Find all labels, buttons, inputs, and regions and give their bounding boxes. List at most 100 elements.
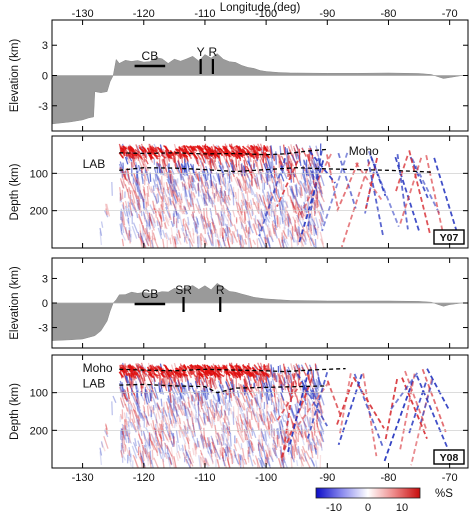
velocity-streak (272, 436, 276, 445)
velocity-streak (148, 451, 151, 459)
velocity-streak (317, 179, 323, 189)
velocity-streak (192, 203, 195, 213)
velocity-streak (247, 387, 253, 396)
velocity-streak (120, 366, 126, 371)
velocity-streak (256, 238, 259, 248)
velocity-streak (280, 395, 286, 406)
velocity-streak (319, 405, 324, 414)
velocity-streak (197, 415, 201, 430)
velocity-streak (257, 457, 263, 468)
velocity-streak (155, 442, 159, 457)
velocity-streak (185, 451, 192, 465)
velocity-streak (173, 187, 180, 197)
velocity-streak (231, 453, 234, 465)
velocity-streak (318, 417, 323, 424)
velocity-streak (140, 235, 146, 247)
velocity-streak (206, 152, 211, 157)
velocity-streak (280, 434, 286, 444)
velocity-streak (258, 194, 265, 206)
velocity-streak (240, 221, 246, 232)
velocity-streak (156, 146, 163, 154)
velocity-streak (254, 177, 258, 185)
velocity-streak (202, 197, 209, 206)
velocity-streak (152, 178, 158, 188)
velocity-streak (161, 447, 164, 453)
velocity-streak (170, 440, 174, 448)
velocity-streak (154, 174, 157, 182)
velocity-streak (156, 187, 163, 200)
velocity-streak (309, 233, 313, 242)
velocity-streak (227, 238, 230, 246)
velocity-streak (173, 216, 175, 225)
velocity-streak (320, 430, 323, 437)
velocity-streak (230, 175, 233, 182)
velocity-streak (194, 380, 198, 389)
velocity-streak (192, 227, 195, 236)
velocity-streak (294, 153, 298, 160)
velocity-streak (306, 196, 310, 208)
velocity-streak (245, 433, 249, 441)
x-tick-label-bottom: -70 (442, 472, 458, 484)
velocity-streak (226, 223, 229, 234)
velocity-streak (206, 223, 213, 234)
velocity-streak (218, 191, 222, 199)
velocity-streak (152, 208, 155, 214)
velocity-streak (112, 395, 117, 404)
velocity-streak (265, 207, 270, 216)
velocity-streak (248, 439, 252, 448)
velocity-streak (164, 452, 168, 460)
velocity-streak (267, 160, 273, 175)
velocity-streak (99, 447, 103, 456)
velocity-streak (191, 435, 198, 448)
moho-line (119, 367, 346, 373)
velocity-streak (223, 460, 228, 468)
velocity-streak (124, 425, 129, 437)
velocity-streak (178, 396, 183, 410)
velocity-streak (231, 233, 234, 245)
velocity-streak (246, 417, 249, 424)
velocity-streak (183, 402, 187, 410)
velocity-streak (303, 429, 307, 439)
velocity-streak (297, 445, 301, 460)
x-tick-label-top: -80 (381, 8, 397, 20)
velocity-streak (290, 405, 294, 413)
velocity-streak (139, 189, 145, 203)
velocity-streak (193, 442, 197, 451)
velocity-streak (125, 170, 131, 184)
velocity-streak (142, 185, 146, 193)
velocity-streak (284, 238, 290, 246)
velocity-streak (173, 236, 177, 248)
velocity-streak (221, 162, 225, 168)
velocity-streak (239, 413, 243, 425)
velocity-streak (286, 213, 291, 224)
velocity-streak (279, 426, 284, 440)
velocity-streak (111, 401, 113, 416)
velocity-streak (136, 203, 141, 211)
velocity-streak (283, 383, 287, 391)
velocity-streak (157, 441, 162, 454)
velocity-streak (141, 395, 145, 402)
velocity-streak (179, 392, 183, 400)
velocity-streak (263, 364, 267, 368)
velocity-streak (197, 366, 204, 372)
velocity-streak (208, 234, 213, 244)
velocity-streak (132, 189, 138, 200)
velocity-streak (161, 191, 165, 203)
velocity-streak (173, 391, 177, 400)
velocity-streak (399, 157, 423, 225)
velocity-streak (279, 207, 284, 221)
velocity-streak (175, 452, 179, 462)
y-tick-label: 0 (42, 298, 48, 310)
velocity-streak (180, 426, 185, 437)
velocity-streak (276, 434, 279, 447)
elevation-profile (52, 282, 468, 341)
velocity-streak (218, 372, 225, 378)
velocity-streak (140, 412, 145, 422)
velocity-streak (148, 438, 152, 449)
velocity-streak (161, 408, 164, 418)
velocity-streak (279, 217, 282, 225)
velocity-streak (293, 236, 297, 243)
velocity-streak (174, 179, 177, 187)
velocity-streak (219, 219, 224, 227)
velocity-streak (288, 194, 292, 204)
